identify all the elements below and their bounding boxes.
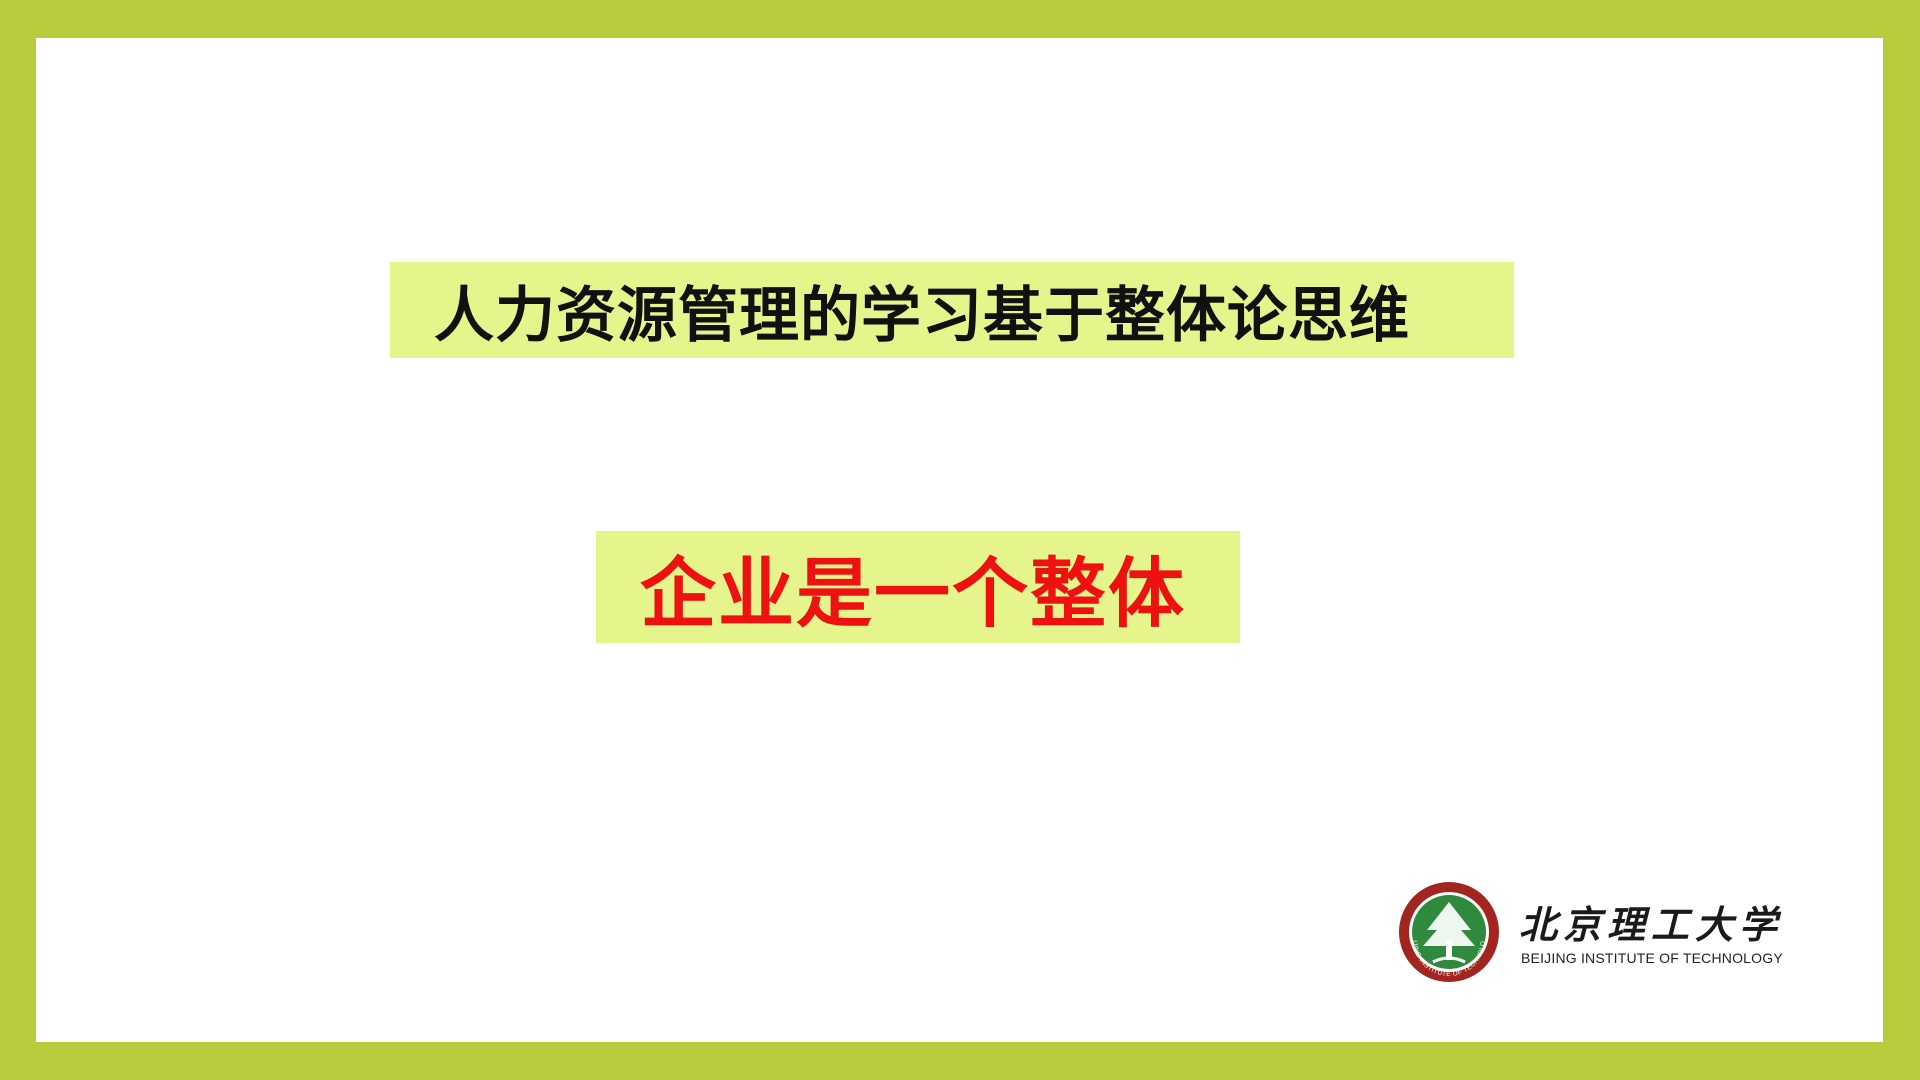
university-name-cn: 北京理工大学: [1519, 902, 1784, 947]
headline-text: 人力资源管理的学习基于整体论思维: [434, 280, 1410, 351]
university-name-en: BEIJING INSTITUTE OF TECHNOLOGY: [1521, 950, 1783, 966]
key-point-highlight: 企业是一个整体: [596, 531, 1240, 643]
university-seal-icon: BEIJING INSTITUTE OF TECHNOLOGY: [1397, 880, 1499, 982]
headline-highlight: 人力资源管理的学习基于整体论思维: [390, 262, 1514, 358]
university-logo: BEIJING INSTITUTE OF TECHNOLOGY 北京理工大学 B…: [1397, 880, 1817, 986]
key-point-text: 企业是一个整体: [640, 549, 1186, 638]
